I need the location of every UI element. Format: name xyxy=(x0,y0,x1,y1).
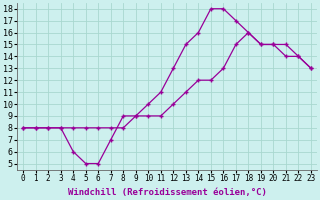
X-axis label: Windchill (Refroidissement éolien,°C): Windchill (Refroidissement éolien,°C) xyxy=(68,188,267,197)
